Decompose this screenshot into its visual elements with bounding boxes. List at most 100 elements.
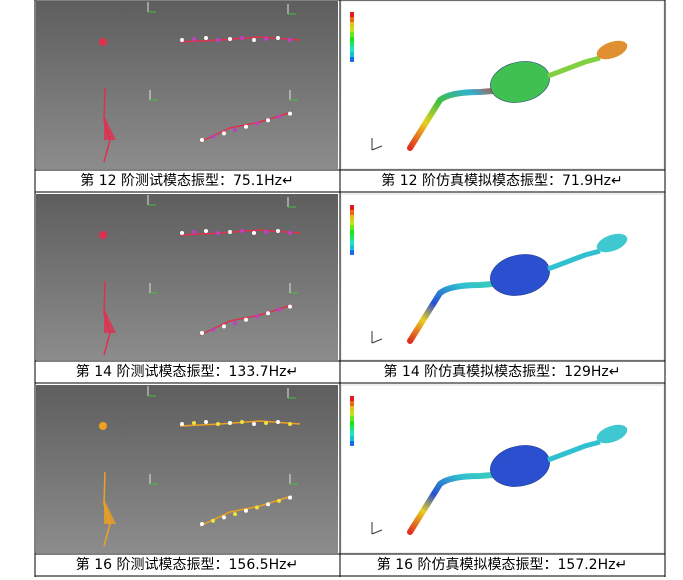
mode-point xyxy=(180,38,184,42)
test-image xyxy=(36,194,338,360)
test-image xyxy=(36,385,338,553)
pipe xyxy=(407,280,508,344)
legend-swatch xyxy=(350,22,354,27)
legend-swatch xyxy=(350,210,354,215)
legend-swatch xyxy=(350,250,354,255)
mode-line xyxy=(179,229,301,236)
mode-point xyxy=(211,518,215,523)
legend-swatch xyxy=(350,47,354,52)
legend-swatch xyxy=(350,220,354,225)
legend-swatch xyxy=(350,17,354,22)
mode-point xyxy=(244,317,248,322)
mode-point xyxy=(211,327,215,332)
legend-swatch xyxy=(350,12,354,17)
mode-point xyxy=(204,229,208,233)
mode-line xyxy=(199,111,293,143)
mode-point xyxy=(252,231,256,235)
legend-swatch xyxy=(350,421,354,426)
legend-swatch xyxy=(350,441,354,446)
caption: 第 12 阶测试模态振型：75.1Hz↵ xyxy=(80,173,294,189)
mode-point xyxy=(216,231,220,235)
axis-triad xyxy=(371,529,383,535)
test-image xyxy=(36,1,338,169)
resonator xyxy=(596,233,628,253)
mode-point xyxy=(228,230,232,234)
mode-point xyxy=(266,311,270,316)
mode-point xyxy=(255,121,259,126)
mode-point xyxy=(204,420,208,424)
mode-point xyxy=(288,231,292,235)
legend-swatch xyxy=(350,411,354,416)
axis-triad xyxy=(371,338,383,344)
pipe xyxy=(407,471,508,535)
legend-swatch xyxy=(350,52,354,57)
mode-point xyxy=(252,422,256,426)
legend-swatch xyxy=(350,245,354,250)
mode-point xyxy=(228,37,232,41)
mode-point xyxy=(277,114,281,119)
legend-swatch xyxy=(350,235,354,240)
mode-point xyxy=(228,421,232,425)
mode-point xyxy=(99,231,107,239)
resonator xyxy=(596,424,628,444)
mode-point xyxy=(255,505,259,510)
mode-shape xyxy=(104,499,116,524)
legend-swatch xyxy=(350,215,354,220)
mode-point xyxy=(244,508,248,513)
mode-point xyxy=(266,118,270,123)
mode-point xyxy=(192,37,196,41)
mode-point xyxy=(276,420,280,424)
mode-point xyxy=(233,321,237,326)
legend-swatch xyxy=(350,401,354,406)
legend-swatch xyxy=(350,431,354,436)
mode-point xyxy=(222,131,226,136)
caption: 第 14 阶测试模态振型：133.7Hz↵ xyxy=(75,364,299,380)
mode-point xyxy=(233,128,237,133)
mode-point xyxy=(216,38,220,42)
mode-point xyxy=(288,111,292,116)
mode-line xyxy=(179,36,301,43)
mode-point xyxy=(200,138,204,142)
mode-point xyxy=(233,512,237,517)
caption: 第 14 阶仿真模拟模态振型：129Hz↵ xyxy=(383,364,621,380)
mode-point xyxy=(264,421,268,425)
mode-point xyxy=(240,36,244,40)
mode-point xyxy=(99,38,107,46)
caption: 第 16 阶仿真模拟模态振型：157.2Hz↵ xyxy=(376,557,628,573)
pipe xyxy=(407,87,508,151)
axis-triad xyxy=(371,145,383,151)
pipe xyxy=(547,248,601,272)
legend-swatch xyxy=(350,406,354,411)
mode-point xyxy=(240,229,244,233)
resonator xyxy=(596,40,628,60)
legend-swatch xyxy=(350,205,354,210)
mode-point xyxy=(264,37,268,41)
mode-point xyxy=(204,36,208,40)
legend-swatch xyxy=(350,436,354,441)
mode-point xyxy=(288,495,292,500)
legend-swatch xyxy=(350,416,354,421)
mode-point xyxy=(288,422,292,426)
mode-point xyxy=(216,422,220,426)
caption: 第 16 阶测试模态振型：156.5Hz↵ xyxy=(75,557,299,573)
mode-point xyxy=(192,421,196,425)
legend-swatch xyxy=(350,32,354,37)
pipe xyxy=(547,55,601,79)
mode-point xyxy=(252,38,256,42)
legend-swatch xyxy=(350,27,354,32)
mode-point xyxy=(240,420,244,424)
pipe xyxy=(547,439,601,463)
mode-point xyxy=(200,331,204,335)
mode-point xyxy=(222,515,226,520)
mode-point xyxy=(277,498,281,503)
mode-line xyxy=(179,420,301,427)
legend-swatch xyxy=(350,225,354,230)
legend-swatch xyxy=(350,240,354,245)
legend-swatch xyxy=(350,396,354,401)
legend-swatch xyxy=(350,57,354,62)
mode-point xyxy=(288,38,292,42)
mode-point xyxy=(276,36,280,40)
legend-swatch xyxy=(350,37,354,42)
legend-swatch xyxy=(350,42,354,47)
